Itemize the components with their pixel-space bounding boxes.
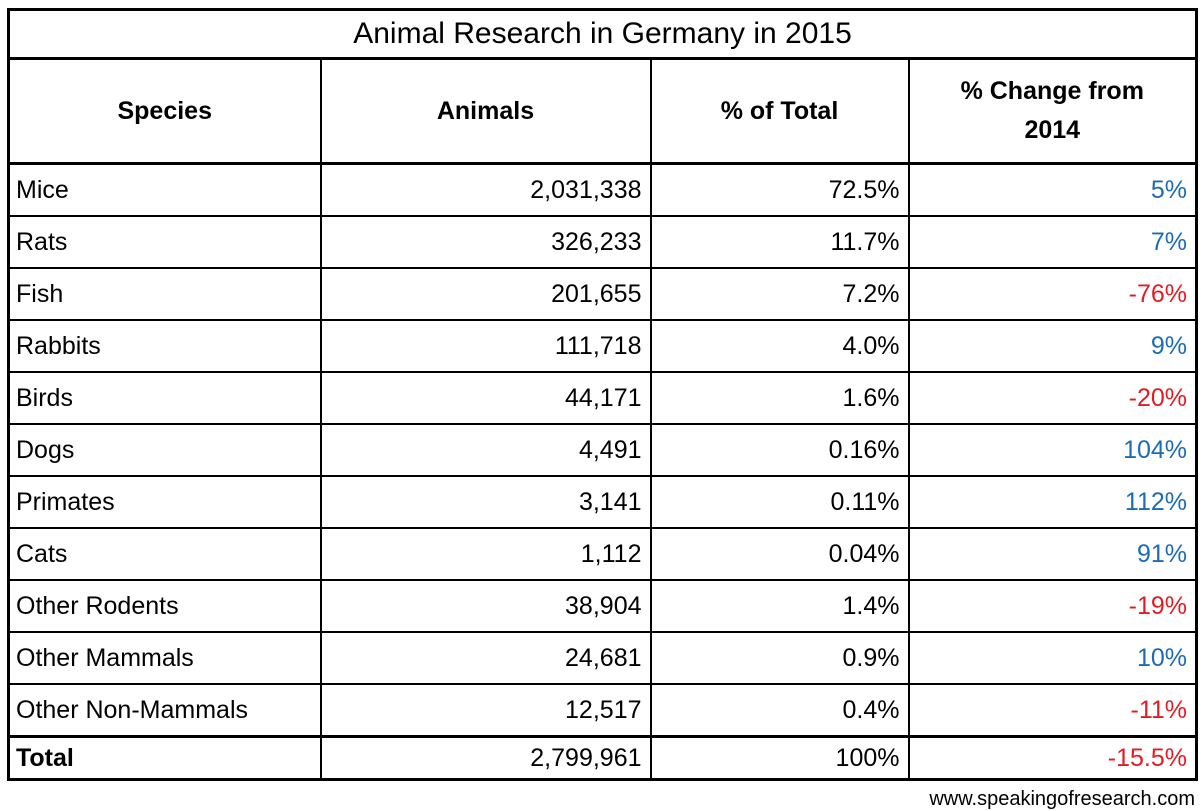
column-header-row: Species Animals % of Total % Change from… bbox=[7, 57, 1198, 165]
change-cell: 9% bbox=[907, 319, 1198, 373]
table-row: Primates 3,141 0.11% 112% bbox=[7, 475, 1198, 529]
pct-of-total-cell: 72.5% bbox=[649, 162, 910, 217]
pct-of-total-cell: 1.4% bbox=[649, 579, 910, 633]
table-row: Birds 44,171 1.6% -20% bbox=[7, 371, 1198, 425]
table-row-total: Total 2,799,961 100% -15.5% bbox=[7, 735, 1198, 781]
animals-cell: 201,655 bbox=[319, 267, 652, 321]
table-row: Other Rodents 38,904 1.4% -19% bbox=[7, 579, 1198, 633]
change-cell: -76% bbox=[907, 267, 1198, 321]
column-header-species: Species bbox=[7, 57, 322, 165]
pct-of-total-cell: 0.04% bbox=[649, 527, 910, 581]
website-credit: www.speakingofresearch.com bbox=[929, 788, 1195, 810]
table-row: Cats 1,112 0.04% 91% bbox=[7, 527, 1198, 581]
species-cell: Mice bbox=[7, 162, 322, 217]
pct-of-total-cell: 0.4% bbox=[649, 683, 910, 738]
change-cell: 7% bbox=[907, 215, 1198, 269]
column-header-animals: Animals bbox=[319, 57, 652, 165]
table-row: Other Non-Mammals 12,517 0.4% -11% bbox=[7, 683, 1198, 738]
animal-research-table: Animal Research in Germany in 2015 Speci… bbox=[7, 8, 1199, 781]
species-cell: Primates bbox=[7, 475, 322, 529]
column-header-change-from-2014: % Change from 2014 bbox=[907, 57, 1198, 165]
pct-of-total-cell: 0.9% bbox=[649, 631, 910, 685]
pct-of-total-cell: 11.7% bbox=[649, 215, 910, 269]
animals-cell: 4,491 bbox=[319, 423, 652, 477]
column-header-pct-of-total: % of Total bbox=[649, 57, 910, 165]
table-row: Fish 201,655 7.2% -76% bbox=[7, 267, 1198, 321]
pct-of-total-cell: 0.11% bbox=[649, 475, 910, 529]
animals-cell: 1,112 bbox=[319, 527, 652, 581]
pct-of-total-cell: 4.0% bbox=[649, 319, 910, 373]
animals-cell: 12,517 bbox=[319, 683, 652, 738]
total-label: Total bbox=[7, 735, 322, 781]
change-cell: 10% bbox=[907, 631, 1198, 685]
animals-cell: 2,031,338 bbox=[319, 162, 652, 217]
animals-cell: 44,171 bbox=[319, 371, 652, 425]
table-row: Rats 326,233 11.7% 7% bbox=[7, 215, 1198, 269]
change-cell: -19% bbox=[907, 579, 1198, 633]
animal-research-page: Animal Research in Germany in 2015 Speci… bbox=[7, 8, 1199, 811]
species-cell: Cats bbox=[7, 527, 322, 581]
change-cell: 104% bbox=[907, 423, 1198, 477]
species-cell: Other Non-Mammals bbox=[7, 683, 322, 738]
table-title: Animal Research in Germany in 2015 bbox=[7, 8, 1198, 60]
pct-of-total-cell: 1.6% bbox=[649, 371, 910, 425]
title-row: Animal Research in Germany in 2015 bbox=[7, 8, 1198, 60]
species-cell: Other Mammals bbox=[7, 631, 322, 685]
table-row: Other Mammals 24,681 0.9% 10% bbox=[7, 631, 1198, 685]
animals-cell: 326,233 bbox=[319, 215, 652, 269]
change-cell: -11% bbox=[907, 683, 1198, 738]
column-header-change-line2: 2014 bbox=[1024, 116, 1081, 144]
animals-cell: 24,681 bbox=[319, 631, 652, 685]
pct-of-total-cell: 7.2% bbox=[649, 267, 910, 321]
change-cell: -20% bbox=[907, 371, 1198, 425]
species-cell: Other Rodents bbox=[7, 579, 322, 633]
table-row: Rabbits 111,718 4.0% 9% bbox=[7, 319, 1198, 373]
species-cell: Rats bbox=[7, 215, 322, 269]
total-pct-of-total-cell: 100% bbox=[649, 735, 910, 781]
total-animals-cell: 2,799,961 bbox=[319, 735, 652, 781]
animals-cell: 111,718 bbox=[319, 319, 652, 373]
table-row: Mice 2,031,338 72.5% 5% bbox=[7, 162, 1198, 217]
species-cell: Dogs bbox=[7, 423, 322, 477]
total-change-cell: -15.5% bbox=[907, 735, 1198, 781]
species-cell: Birds bbox=[7, 371, 322, 425]
species-cell: Rabbits bbox=[7, 319, 322, 373]
column-header-change-line1: % Change from bbox=[960, 77, 1144, 106]
animals-cell: 38,904 bbox=[319, 579, 652, 633]
change-cell: 91% bbox=[907, 527, 1198, 581]
table-row: Dogs 4,491 0.16% 104% bbox=[7, 423, 1198, 477]
species-cell: Fish bbox=[7, 267, 322, 321]
change-cell: 5% bbox=[907, 162, 1198, 217]
change-cell: 112% bbox=[907, 475, 1198, 529]
pct-of-total-cell: 0.16% bbox=[649, 423, 910, 477]
animals-cell: 3,141 bbox=[319, 475, 652, 529]
